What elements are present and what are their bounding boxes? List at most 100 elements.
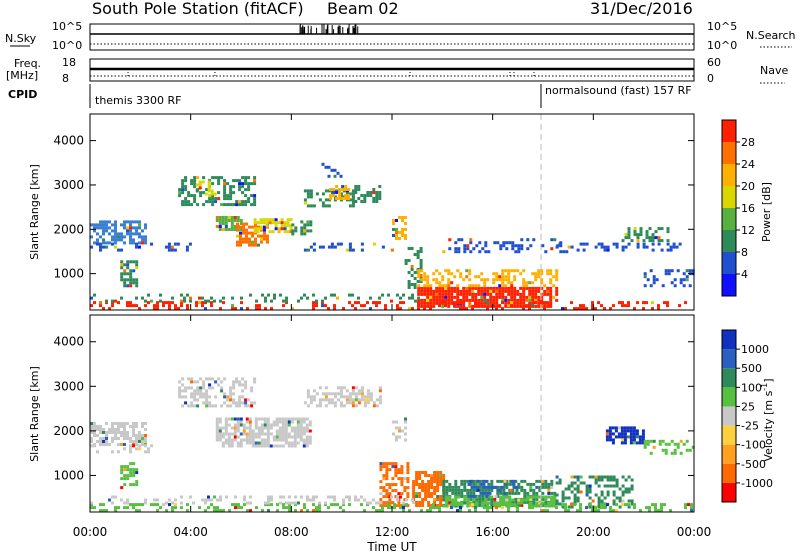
velocity-cell-9 (454, 491, 458, 495)
power-cell-16 (516, 289, 520, 293)
power-cell-11 (335, 197, 339, 200)
power-cell-5 (198, 180, 202, 184)
power-cell-19 (669, 245, 673, 249)
velocity-cell-4 (290, 420, 294, 424)
velocity-cell-4 (305, 423, 309, 427)
velocity-cell-15 (579, 503, 582, 507)
power-cell-16 (417, 298, 421, 302)
velocity-cell-15 (180, 506, 183, 510)
power-cell-19 (672, 242, 676, 246)
velocity-cell-12 (603, 484, 607, 488)
power-cell-2 (132, 278, 136, 282)
power-cell-18 (559, 250, 563, 254)
power-cell-16 (534, 298, 538, 302)
velocity-cell-10 (517, 501, 521, 505)
velocity-cell-0 (102, 440, 105, 443)
power-cell-17 (519, 272, 523, 276)
velocity-cell-7 (400, 480, 404, 484)
power-cell-17 (447, 272, 451, 276)
velocity-cell-0 (144, 437, 147, 440)
velocity-cell-5 (345, 389, 349, 393)
velocity-cell-5 (339, 404, 343, 408)
velocity-cell-12 (579, 490, 583, 494)
velocity-cell-15 (342, 503, 345, 507)
power-cell-0 (141, 238, 144, 242)
power-cell-16 (423, 286, 427, 290)
power-cell-16 (420, 289, 424, 293)
power-cell-4 (184, 185, 188, 189)
velocity-cell-4 (221, 426, 225, 430)
velocity-cell-5 (357, 389, 361, 393)
velocity-cell-3 (229, 389, 233, 393)
power-cell-4 (211, 200, 215, 204)
velocity-cell-3 (238, 398, 242, 402)
velocity-cell-11 (494, 485, 498, 489)
velocity-cell-1 (129, 450, 132, 454)
power-cell-7 (251, 231, 254, 235)
power-cell-14 (318, 245, 322, 249)
power-cell-15 (407, 280, 411, 283)
power-cell-22 (612, 304, 615, 308)
power-cell-16 (522, 289, 526, 293)
power-cell-12 (360, 200, 364, 203)
velocity-cell-12 (576, 484, 580, 488)
power-cell-7 (242, 225, 245, 229)
power-cell-17 (447, 269, 451, 273)
power-cell-16 (540, 295, 544, 299)
power-cell-18 (493, 241, 497, 245)
power-cell-22 (108, 307, 111, 311)
power-cell-16 (477, 289, 481, 293)
velocity-cell-15 (174, 503, 177, 507)
velocity-cell-15 (429, 506, 432, 510)
power-cell-16 (549, 292, 553, 296)
power-cell-10 (339, 192, 343, 196)
power-cell-4 (229, 188, 233, 192)
power-cell-2 (126, 278, 130, 282)
velocity-cell-4 (254, 426, 258, 430)
velocity-cell-11 (473, 485, 477, 489)
velocity-cell-4 (290, 429, 294, 433)
power-cell-16 (432, 301, 436, 305)
velocity-cell-5 (354, 386, 358, 390)
velocity-cell-9 (445, 485, 449, 489)
power-cell-17 (510, 281, 514, 285)
power-cell-16 (534, 292, 538, 296)
velocity-cell-13 (608, 429, 612, 433)
velocity-cell-15 (654, 506, 657, 510)
velocity-cell-5 (378, 389, 382, 393)
power-cell-16 (456, 286, 460, 290)
power-cell-20 (651, 236, 655, 240)
power-cell-0 (138, 223, 141, 227)
power-cell-17 (546, 269, 550, 273)
power-cell-0 (102, 220, 105, 224)
velocity-cell-4 (299, 426, 303, 430)
power-cell-8 (286, 230, 290, 234)
power-cell-4 (229, 191, 233, 195)
velocity-cell-16 (288, 495, 291, 499)
power-cell-10 (333, 189, 337, 193)
power-cell-22 (312, 307, 315, 311)
velocity-cell-4 (260, 444, 264, 448)
velocity-cell-3 (211, 386, 215, 390)
power-cell-22 (333, 307, 336, 311)
velocity-cell-11 (512, 485, 516, 489)
velocity-cell-13 (632, 432, 636, 436)
velocity-cell-15 (684, 503, 687, 507)
power-cell-6 (218, 216, 222, 219)
velocity-cell-13 (617, 426, 621, 430)
power-cell-20 (633, 230, 637, 234)
power-cell-17 (522, 281, 526, 285)
velocity-cell-6 (395, 426, 398, 430)
power-cell-21 (667, 272, 671, 276)
power-cell-17 (504, 278, 508, 282)
power-cell-4 (184, 176, 188, 180)
power-cell-22 (579, 304, 582, 308)
velocity-cell-12 (582, 481, 586, 485)
nsearch-tick-bottom: 10^0 (707, 39, 737, 52)
velocity-cell-7 (400, 465, 404, 469)
velocity-cell-9 (550, 485, 554, 489)
velocity-cell-9 (448, 485, 452, 489)
velocity-cell-15 (270, 503, 273, 507)
velocity-cell-13 (629, 435, 633, 439)
power-cell-19 (678, 242, 682, 246)
